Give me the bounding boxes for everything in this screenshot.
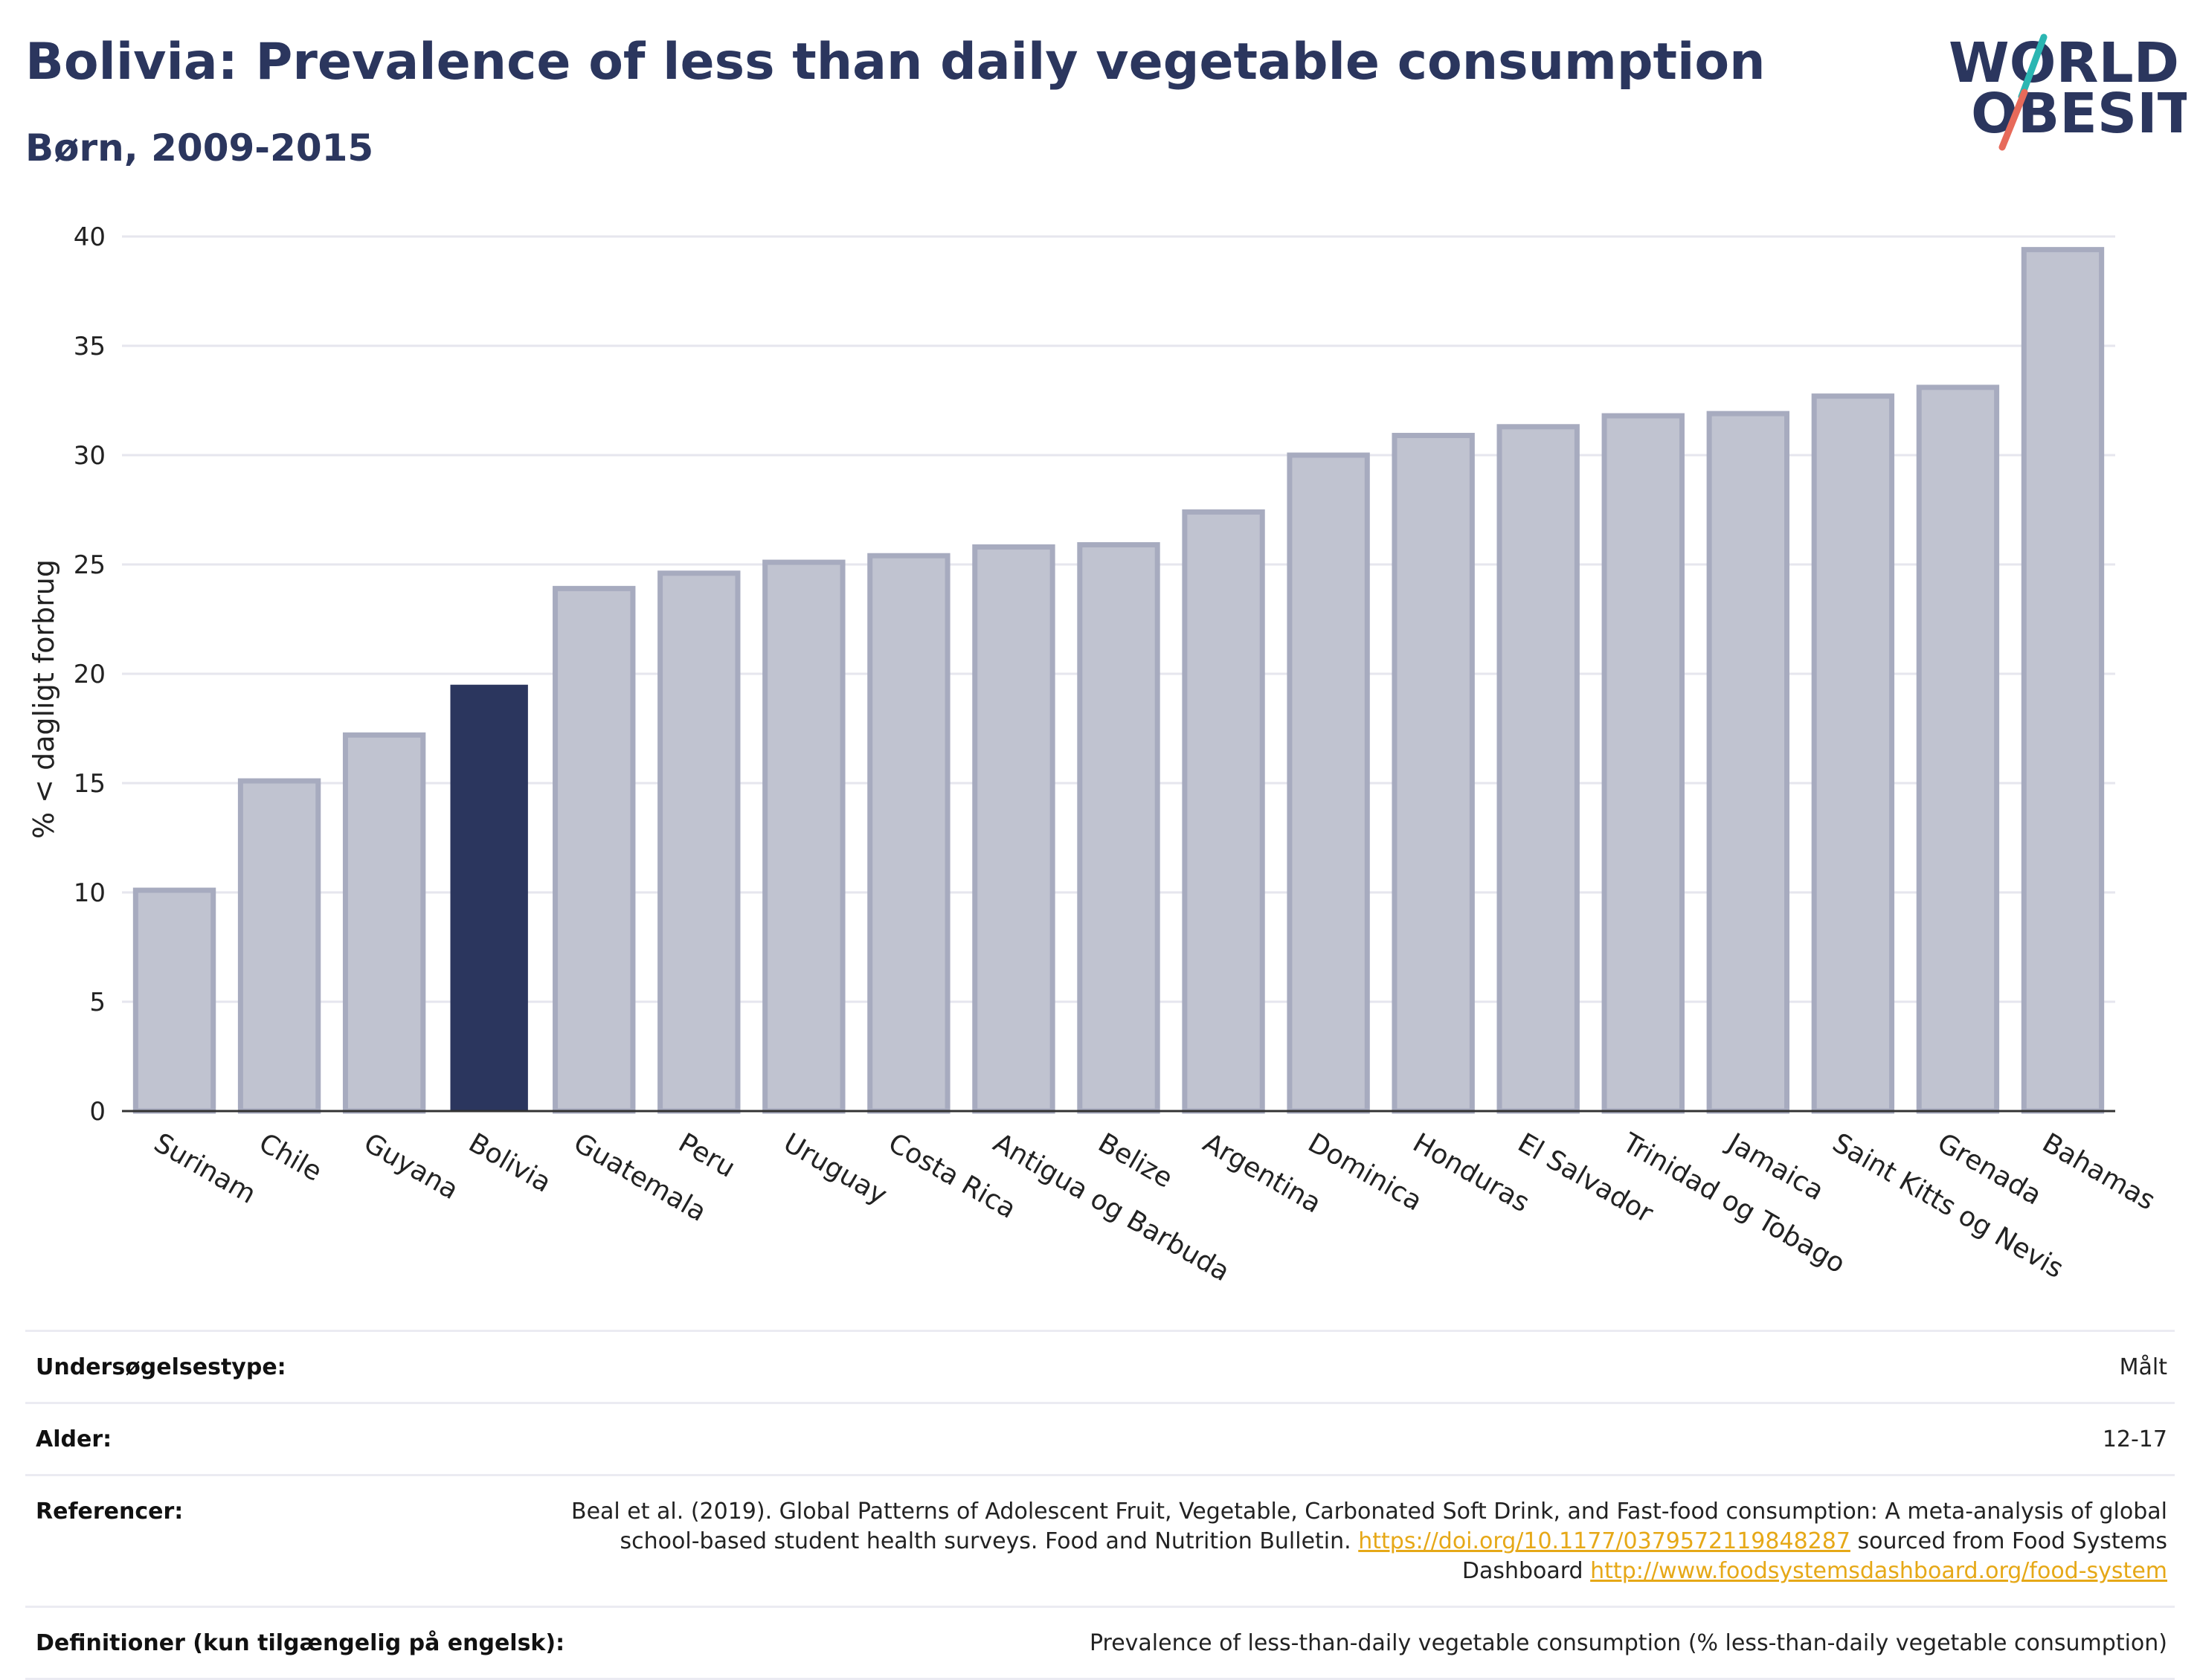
y-tick-label: 40 <box>74 222 106 252</box>
bar-trinidad-og-tobago[interactable] <box>1601 413 1685 1114</box>
x-tick-label: Peru <box>673 1127 740 1184</box>
bar-belize[interactable] <box>1077 542 1160 1114</box>
reference-text-2: sourced from Food Systems Dashboard <box>1461 1528 2167 1584</box>
info-row-references: Referencer: Beal et al. (2019). Global P… <box>25 1474 2175 1606</box>
y-tick-label: 25 <box>74 550 106 580</box>
x-tick-label: Surinam <box>149 1127 261 1210</box>
y-axis-title: % < dagligt forbrug <box>28 559 60 839</box>
info-row-survey-type: Undersøgelsestype: Målt <box>25 1330 2175 1402</box>
info-value: Målt <box>2119 1354 2167 1380</box>
x-tick-label: Argentina <box>1198 1127 1327 1219</box>
doi-link[interactable]: https://doi.org/10.1177/0379572119848287 <box>1358 1528 1850 1554</box>
bar-grenada[interactable] <box>1916 384 2000 1114</box>
info-value: 12-17 <box>2102 1426 2167 1452</box>
bar-uruguay[interactable] <box>762 559 846 1114</box>
bars <box>132 247 2105 1114</box>
bar-honduras[interactable] <box>1392 433 1475 1114</box>
y-tick-label: 20 <box>74 660 106 689</box>
bar-surinam[interactable] <box>132 887 216 1114</box>
bar-costa-rica[interactable] <box>867 553 951 1114</box>
bar-peru[interactable] <box>657 570 741 1114</box>
bar-antigua-og-barbuda[interactable] <box>972 544 1055 1114</box>
info-row-age: Alder: 12-17 <box>25 1402 2175 1474</box>
svg-text:WORLD: WORLD <box>1949 31 2179 95</box>
dashboard-link[interactable]: http://www.foodsystemsdashboard.org/food… <box>1590 1558 2167 1584</box>
bar-el-salvador[interactable] <box>1496 424 1580 1114</box>
info-table: Undersøgelsestype: Målt Alder: 12-17 Ref… <box>25 1330 2175 1680</box>
x-tick-label: Uruguay <box>778 1127 892 1211</box>
info-value: Beal et al. (2019). Global Patterns of A… <box>531 1497 2167 1586</box>
bar-saint-kitts-og-nevis[interactable] <box>1811 393 1895 1114</box>
bar-bolivia[interactable] <box>450 684 528 1111</box>
bar-dominica[interactable] <box>1287 452 1370 1114</box>
x-tick-label: Dominica <box>1303 1127 1427 1217</box>
info-label: Definitioner (kun tilgængelig på engelsk… <box>36 1630 565 1656</box>
x-tick-label: Bolivia <box>463 1127 556 1199</box>
y-tick-label: 5 <box>89 988 106 1017</box>
bar-argentina[interactable] <box>1182 509 1265 1114</box>
info-value: Prevalence of less-than-daily vegetable … <box>1089 1630 2167 1656</box>
bar-guyana[interactable] <box>342 732 426 1114</box>
x-tick-label: Belize <box>1093 1127 1178 1194</box>
chart-subtitle: Børn, 2009-2015 <box>25 126 374 170</box>
bar-guatemala[interactable] <box>553 585 636 1114</box>
chart-title: Bolivia: Prevalence of less than daily v… <box>25 33 1766 91</box>
bar-bahamas[interactable] <box>2021 247 2105 1114</box>
y-tick-label: 0 <box>89 1097 106 1127</box>
x-tick-label: Honduras <box>1408 1127 1534 1218</box>
bar-jamaica[interactable] <box>1706 411 1790 1114</box>
x-tick-label: Chile <box>254 1127 327 1188</box>
bar-chile[interactable] <box>237 778 321 1114</box>
y-tick-label: 10 <box>74 878 106 908</box>
info-label: Alder: <box>36 1426 112 1452</box>
info-label: Undersøgelsestype: <box>36 1354 286 1380</box>
x-tick-label: Guyana <box>358 1127 463 1206</box>
x-tick-label: Bahamas <box>2037 1127 2161 1216</box>
y-tick-label: 15 <box>74 769 106 799</box>
info-label: Referencer: <box>36 1499 184 1525</box>
y-tick-label: 35 <box>74 332 106 361</box>
world-obesity-logo: WORLD OBESITY <box>1949 31 2187 151</box>
y-tick-label: 30 <box>74 441 106 471</box>
info-row-definitions: Definitioner (kun tilgængelig på engelsk… <box>25 1606 2175 1680</box>
reference-text: Beal et al. (2019). Global Patterns of A… <box>570 1499 2167 1554</box>
